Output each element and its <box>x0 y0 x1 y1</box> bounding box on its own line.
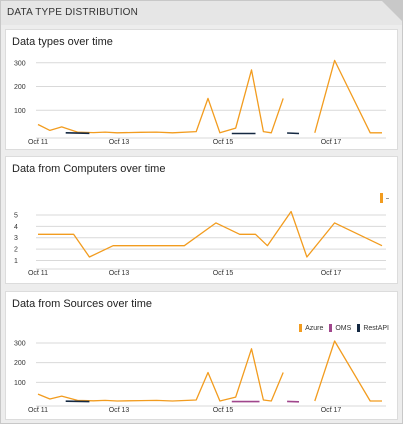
x-tick-label: Oct 17 <box>321 270 342 277</box>
resize-corner-icon[interactable] <box>382 1 402 21</box>
legend-label-restapi[interactable]: RestAPI <box>363 324 389 332</box>
chart-title: Data from Sources over time <box>12 298 152 310</box>
legend-dash <box>386 198 389 199</box>
y-tick-label: 3 <box>14 235 18 242</box>
y-tick-label: 100 <box>14 108 26 115</box>
x-tick-label: Oct 17 <box>321 139 342 146</box>
card-data-types[interactable]: Data types over time 100 200 300 Oct 11 Oct … <box>5 29 398 150</box>
x-tick-label: Oct 15 <box>213 407 234 414</box>
legend-swatch-oms <box>329 324 333 332</box>
card-computers[interactable]: Data from Computers over time 1 2 3 4 5 Oct 1… <box>5 156 398 284</box>
y-tick-label: 300 <box>14 60 26 67</box>
y-tick-label: 300 <box>14 340 26 347</box>
series-line-restapi <box>65 132 90 135</box>
series-line-azure <box>314 59 382 134</box>
chart-computers: 1 2 3 4 5 Oct 11 Oct 13 Oct 15 Oct 17 <box>14 210 386 277</box>
legend-swatch-azure <box>380 193 383 203</box>
x-tick-label: Oct 13 <box>109 407 130 414</box>
x-tick-label: Oct 15 <box>213 270 234 277</box>
legend-label-azure[interactable]: Azure <box>305 324 324 332</box>
card-sources[interactable]: Data from Sources over time Azure OMS Re… <box>5 291 398 420</box>
legend-label-oms[interactable]: OMS <box>335 324 352 332</box>
chart-title: Data from Computers over time <box>12 163 166 175</box>
y-tick-label: 200 <box>14 360 26 367</box>
x-tick-label: Oct 17 <box>321 407 342 414</box>
chart-data-types: 100 200 300 Oct 11 Oct 13 Oct 15 Oct 17 <box>14 59 386 146</box>
chart-title: Data types over time <box>12 36 113 48</box>
y-tick-label: 5 <box>14 212 18 219</box>
y-tick-label: 200 <box>14 84 26 91</box>
y-tick-label: 100 <box>14 380 26 387</box>
y-tick-label: 1 <box>14 258 18 265</box>
x-tick-label: Oct 11 <box>28 139 48 146</box>
series-line-restapi <box>287 132 300 135</box>
x-tick-label: Oct 15 <box>213 139 234 146</box>
y-tick-label: 2 <box>14 247 18 254</box>
x-tick-label: Oct 13 <box>109 270 130 277</box>
x-tick-label: Oct 13 <box>109 139 130 146</box>
legend-swatch-restapi <box>357 324 361 332</box>
panel-title: DATA TYPE DISTRIBUTION <box>1 1 402 25</box>
y-tick-label: 4 <box>14 224 18 231</box>
chart-sources: 100 200 300 Oct 11 Oct 13 Oct 15 Oct 17 <box>14 340 386 414</box>
series-line-azure <box>38 210 383 258</box>
series-line-azure <box>37 69 284 134</box>
x-tick-label: Oct 11 <box>28 270 48 277</box>
legend: Azure OMS RestAPI <box>299 324 389 332</box>
series-line-azure <box>314 340 382 402</box>
x-tick-label: Oct 11 <box>28 407 48 414</box>
legend-swatch-azure <box>299 324 303 332</box>
series-line-azure <box>37 348 284 402</box>
